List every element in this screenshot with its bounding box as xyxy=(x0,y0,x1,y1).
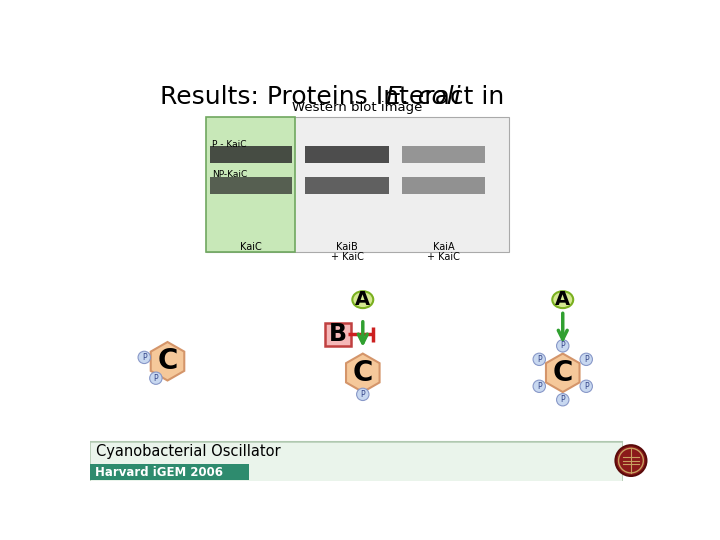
Circle shape xyxy=(557,394,569,406)
Circle shape xyxy=(533,380,546,393)
Text: C: C xyxy=(353,359,373,387)
Ellipse shape xyxy=(352,291,373,308)
Circle shape xyxy=(580,380,593,393)
FancyBboxPatch shape xyxy=(305,177,389,194)
FancyBboxPatch shape xyxy=(402,146,485,164)
Circle shape xyxy=(616,445,647,476)
Text: P: P xyxy=(361,390,365,399)
Text: P: P xyxy=(142,353,147,362)
Text: C: C xyxy=(552,359,573,387)
FancyBboxPatch shape xyxy=(90,441,621,481)
Text: C: C xyxy=(157,347,178,375)
Text: Results: Proteins Interact in: Results: Proteins Interact in xyxy=(160,85,512,109)
Text: P - KaiC: P - KaiC xyxy=(212,140,247,149)
Circle shape xyxy=(618,448,644,473)
Text: KaiA: KaiA xyxy=(433,242,454,252)
Circle shape xyxy=(580,353,593,366)
Circle shape xyxy=(356,388,369,401)
Circle shape xyxy=(557,340,569,352)
Text: P: P xyxy=(584,382,588,391)
FancyBboxPatch shape xyxy=(210,146,292,164)
FancyBboxPatch shape xyxy=(402,177,485,194)
FancyBboxPatch shape xyxy=(206,117,295,252)
Ellipse shape xyxy=(552,291,573,308)
Text: P: P xyxy=(537,355,541,364)
Text: A: A xyxy=(355,290,370,309)
Polygon shape xyxy=(346,354,379,392)
Text: P: P xyxy=(560,341,565,350)
Text: E. coli: E. coli xyxy=(386,85,461,109)
Polygon shape xyxy=(546,354,580,392)
Text: P: P xyxy=(584,355,588,364)
FancyBboxPatch shape xyxy=(325,323,351,346)
Text: KaiB: KaiB xyxy=(336,242,358,252)
Text: NP-KaiC: NP-KaiC xyxy=(212,171,248,179)
Text: P: P xyxy=(153,374,158,383)
FancyBboxPatch shape xyxy=(210,177,292,194)
Text: P: P xyxy=(560,395,565,404)
Text: KaiC: KaiC xyxy=(240,242,261,252)
Text: A: A xyxy=(555,290,570,309)
FancyBboxPatch shape xyxy=(402,177,485,194)
FancyBboxPatch shape xyxy=(90,464,249,480)
Text: Western blot image: Western blot image xyxy=(292,101,423,114)
Circle shape xyxy=(138,351,150,363)
FancyBboxPatch shape xyxy=(402,146,485,164)
Circle shape xyxy=(533,353,546,366)
Polygon shape xyxy=(150,342,184,381)
FancyBboxPatch shape xyxy=(206,117,508,252)
Text: + KaiC: + KaiC xyxy=(427,252,460,262)
Text: Harvard iGEM 2006: Harvard iGEM 2006 xyxy=(94,465,222,478)
Circle shape xyxy=(150,372,162,384)
Text: P: P xyxy=(537,382,541,391)
FancyBboxPatch shape xyxy=(305,146,389,164)
Text: B: B xyxy=(329,322,347,346)
Text: + KaiC: + KaiC xyxy=(331,252,364,262)
Text: Cyanobacterial Oscillator: Cyanobacterial Oscillator xyxy=(96,444,281,459)
